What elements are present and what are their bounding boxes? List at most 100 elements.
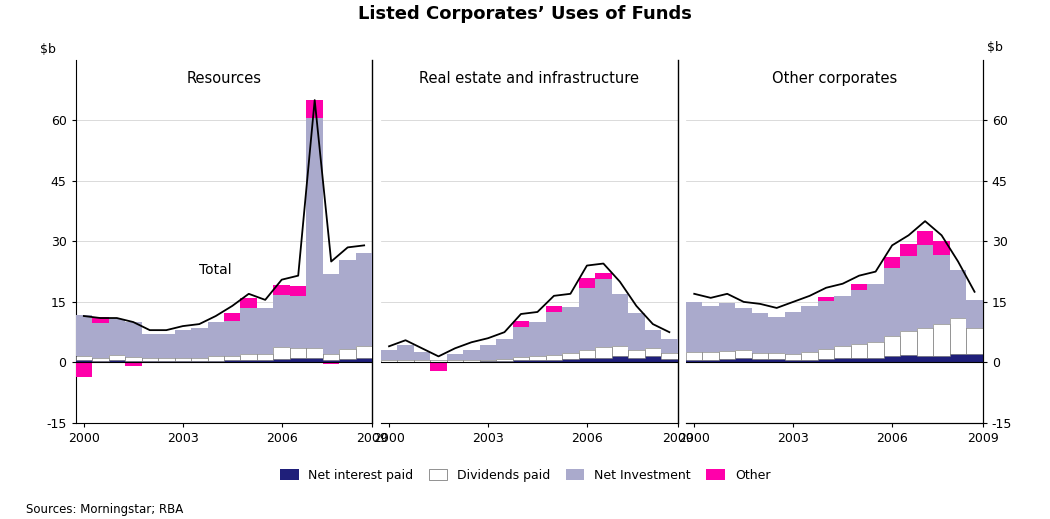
Bar [414, 360, 430, 362]
Bar [191, 359, 208, 361]
Bar [546, 312, 562, 355]
Bar [835, 346, 850, 359]
Bar [397, 346, 414, 360]
Bar [818, 349, 835, 359]
Bar [752, 359, 769, 362]
Bar [76, 360, 92, 362]
Bar [950, 269, 966, 318]
Bar [356, 346, 373, 359]
Bar [835, 296, 850, 346]
Text: Resources: Resources [187, 71, 261, 86]
Bar [240, 354, 257, 360]
Bar [273, 359, 290, 362]
Bar [917, 328, 933, 357]
Bar [142, 361, 159, 362]
Bar [430, 360, 446, 362]
Text: $b: $b [987, 42, 1003, 54]
Bar [512, 321, 529, 327]
Text: Listed Corporates’ Uses of Funds: Listed Corporates’ Uses of Funds [358, 5, 692, 23]
Bar [512, 360, 529, 362]
Bar [430, 362, 446, 371]
Bar [562, 353, 579, 359]
Bar [381, 360, 397, 362]
Bar [933, 357, 950, 362]
Legend: Net interest paid, Dividends paid, Net Investment, Other: Net interest paid, Dividends paid, Net I… [275, 464, 775, 487]
Bar [339, 261, 356, 349]
Bar [884, 257, 900, 268]
Bar [662, 353, 677, 359]
Bar [224, 313, 240, 321]
Bar [645, 330, 662, 348]
Bar [579, 350, 595, 359]
Bar [769, 353, 785, 359]
Bar [463, 360, 480, 362]
Bar [546, 360, 562, 362]
Bar [108, 360, 125, 362]
Bar [108, 319, 125, 355]
Bar [628, 349, 645, 358]
Bar [867, 284, 884, 342]
Bar [662, 339, 677, 353]
Bar [208, 322, 224, 356]
Bar [108, 355, 125, 360]
Bar [290, 296, 307, 348]
Bar [702, 352, 719, 360]
Bar [307, 118, 323, 348]
Bar [884, 357, 900, 362]
Bar [273, 295, 290, 347]
Bar [174, 361, 191, 362]
Bar [612, 294, 628, 346]
Bar [595, 348, 612, 358]
Bar [818, 359, 835, 362]
Bar [529, 360, 546, 362]
Text: Total: Total [200, 263, 232, 277]
Bar [339, 359, 356, 362]
Bar [752, 353, 769, 359]
Bar [818, 301, 835, 349]
Bar [76, 315, 92, 356]
Bar [224, 360, 240, 362]
Bar [645, 348, 662, 357]
Bar [142, 334, 159, 358]
Bar [76, 362, 92, 377]
Bar [446, 360, 463, 362]
Bar [257, 354, 273, 360]
Bar [735, 359, 752, 362]
Bar [595, 279, 612, 348]
Bar [323, 274, 339, 354]
Bar [562, 307, 579, 353]
Bar [900, 355, 917, 362]
Bar [323, 362, 339, 364]
Bar [208, 356, 224, 361]
Bar [719, 359, 735, 362]
Bar [835, 359, 850, 362]
Bar [240, 360, 257, 362]
Bar [579, 288, 595, 350]
Bar [480, 360, 497, 361]
Bar [92, 323, 108, 358]
Bar [208, 361, 224, 362]
Bar [933, 324, 950, 357]
Bar [92, 317, 108, 323]
Bar [917, 357, 933, 362]
Bar [191, 328, 208, 359]
Bar [356, 253, 373, 346]
Bar [257, 360, 273, 362]
Bar [273, 347, 290, 359]
Bar [497, 359, 512, 361]
Bar [224, 321, 240, 356]
Bar [240, 308, 257, 354]
Bar [702, 360, 719, 362]
Bar [752, 313, 769, 353]
Bar [159, 358, 174, 361]
Bar [950, 318, 966, 354]
Bar [950, 354, 966, 362]
Bar [497, 361, 512, 362]
Bar [850, 359, 867, 362]
Bar [414, 352, 430, 360]
Bar [76, 356, 92, 360]
Bar [290, 359, 307, 362]
Bar [867, 342, 884, 359]
Bar [339, 349, 356, 359]
Bar [512, 357, 529, 360]
